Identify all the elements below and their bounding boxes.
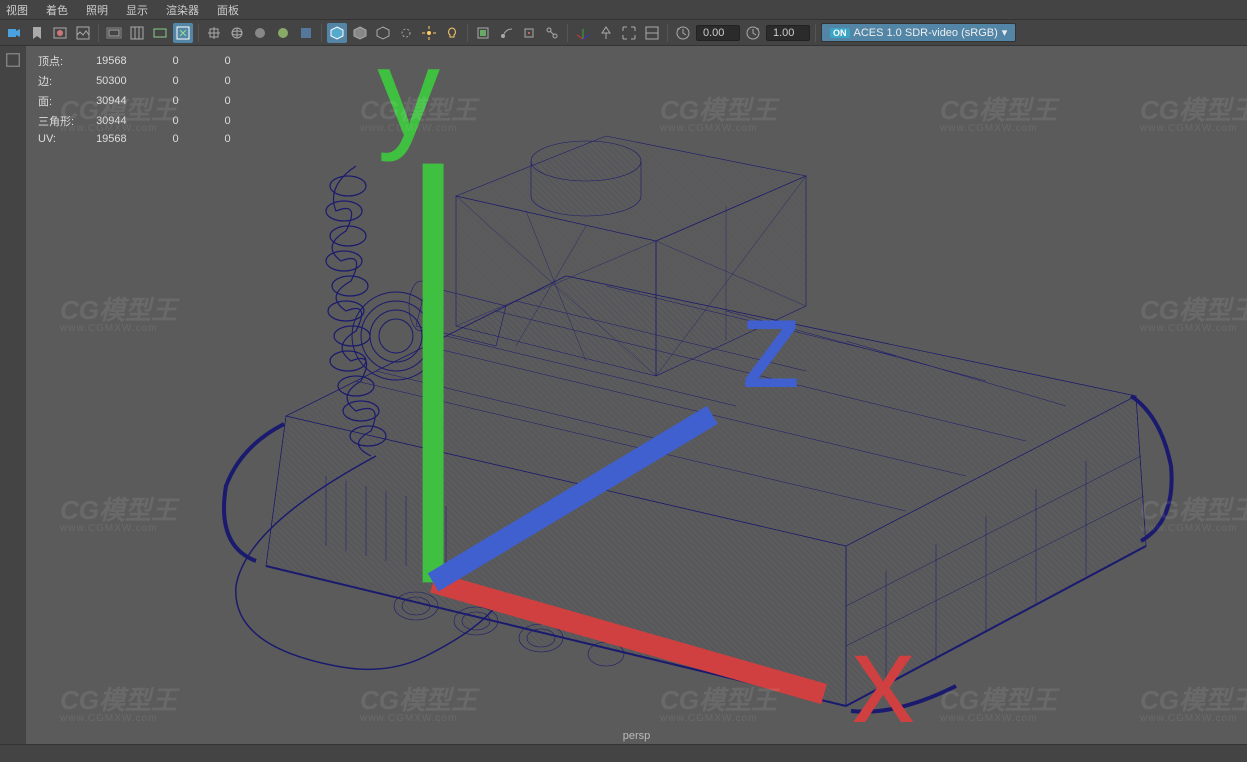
sidebar-top-icon[interactable] — [3, 50, 23, 70]
menu-panels[interactable]: 面板 — [217, 2, 239, 18]
svg-text:x: x — [852, 608, 915, 722]
camera-label: persp — [623, 730, 651, 742]
menu-renderer[interactable]: 渲染器 — [166, 2, 199, 18]
menu-shading[interactable]: 着色 — [46, 2, 68, 18]
heads-up-stats: 顶点:1956800 边:5030000 面:3094400 三角形:30944… — [36, 50, 273, 148]
menu-view[interactable]: 视图 — [6, 2, 28, 18]
select-camera-icon[interactable] — [4, 23, 24, 43]
channel-box-sidebar — [0, 46, 26, 762]
status-bar — [0, 744, 1247, 762]
panel-menubar: 视图 着色 照明 显示 渲染器 面板 — [0, 0, 1247, 20]
menu-lighting[interactable]: 照明 — [86, 2, 108, 18]
menu-show[interactable]: 显示 — [126, 2, 148, 18]
svg-text:z: z — [740, 273, 803, 414]
viewport-persp[interactable]: y x z persp — [26, 46, 1247, 744]
svg-text:y: y — [377, 24, 440, 163]
